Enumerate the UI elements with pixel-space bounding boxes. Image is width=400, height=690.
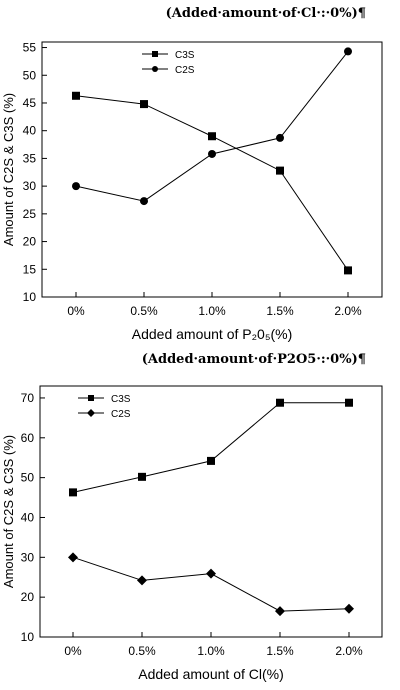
x-axis-label: Added amount of P₂0₅(%) <box>132 326 293 342</box>
data-point <box>138 472 146 481</box>
data-point <box>344 266 352 275</box>
data-point <box>344 47 352 56</box>
y-tick-label: 25 <box>23 207 37 221</box>
chart-caption-bottom: (Added·amount·of·P2O5·:·0%)¶ <box>141 352 366 367</box>
x-tick-label: 0.5% <box>128 644 156 658</box>
x-tick-label: 0% <box>64 644 82 658</box>
data-point <box>69 488 77 497</box>
y-tick-label: 55 <box>23 41 37 55</box>
legend-label: C2S <box>111 409 131 420</box>
x-tick-label: 1.0% <box>197 644 225 658</box>
data-point <box>276 398 284 407</box>
x-tick-label: 0% <box>67 304 85 318</box>
y-axis-label: Amount of C2S & C3S (%) <box>1 93 16 246</box>
x-tick-label: 1.5% <box>266 304 294 318</box>
y-tick-label: 20 <box>21 590 35 604</box>
y-tick-label: 60 <box>21 431 35 445</box>
y-tick-label: 40 <box>23 124 37 138</box>
y-tick-label: 70 <box>21 391 35 405</box>
data-point <box>137 575 147 586</box>
y-tick-label: 30 <box>23 179 37 193</box>
data-point <box>72 91 80 100</box>
legend-label: C3S <box>175 50 195 61</box>
y-tick-label: 50 <box>23 68 37 82</box>
legend-marker <box>152 51 158 57</box>
series-c3s <box>72 91 352 275</box>
chart-bottom: 10 20 30 40 50 60 70 0% 0.5% 1.0% 1.5% 2.0% Added am… <box>1 385 383 682</box>
plot-frame <box>39 385 383 638</box>
data-point <box>275 606 285 617</box>
y-tick-label: 50 <box>21 471 35 485</box>
x-tick-label: 1.5% <box>266 644 294 658</box>
y-tick-label: 10 <box>23 290 37 304</box>
data-point <box>206 568 216 579</box>
legend-marker <box>87 409 95 417</box>
data-point <box>276 166 284 175</box>
legend-marker <box>152 66 158 72</box>
y-tick-label: 40 <box>21 510 35 524</box>
data-point <box>208 149 216 158</box>
y-axis-label: Amount of C2S & C3S (%) <box>1 435 16 588</box>
plot-frame <box>41 41 383 298</box>
data-point <box>140 100 148 109</box>
data-point <box>72 182 80 191</box>
y-tick-label: 20 <box>23 235 37 249</box>
x-tick-label: 2.0% <box>334 304 362 318</box>
data-point <box>276 133 284 142</box>
series-line <box>72 556 350 612</box>
y-tick-label: 45 <box>23 96 37 110</box>
x-tick-label: 0.5% <box>130 304 158 318</box>
series-c2s <box>72 47 352 206</box>
y-tick-label: 30 <box>21 550 35 564</box>
legend-marker <box>88 395 94 401</box>
data-point <box>208 132 216 141</box>
data-point <box>207 456 215 465</box>
series-line <box>75 95 349 271</box>
y-tick-label: 35 <box>23 151 37 165</box>
data-point <box>345 398 353 407</box>
data-point <box>68 552 78 563</box>
chart-top: 10 15 20 25 30 35 40 45 50 55 0% 0.5% 1.0% 1.5% 2.0% Ad… <box>1 41 383 342</box>
legend-label: C2S <box>175 65 195 76</box>
legend-label: C3S <box>111 394 131 405</box>
data-point <box>344 603 354 614</box>
x-axis-label: Added amount of Cl(%) <box>138 666 284 682</box>
series-line <box>75 51 349 202</box>
y-tick-label: 10 <box>21 630 35 644</box>
series-c2s <box>68 552 354 617</box>
x-tick-label: 1.0% <box>198 304 226 318</box>
chart-caption-top: (Added·amount·of·Cl·:·0%)¶ <box>165 6 366 21</box>
x-tick-label: 2.0% <box>335 644 363 658</box>
series-c3s <box>69 398 353 497</box>
data-point <box>140 197 148 206</box>
y-tick-label: 15 <box>23 262 37 276</box>
